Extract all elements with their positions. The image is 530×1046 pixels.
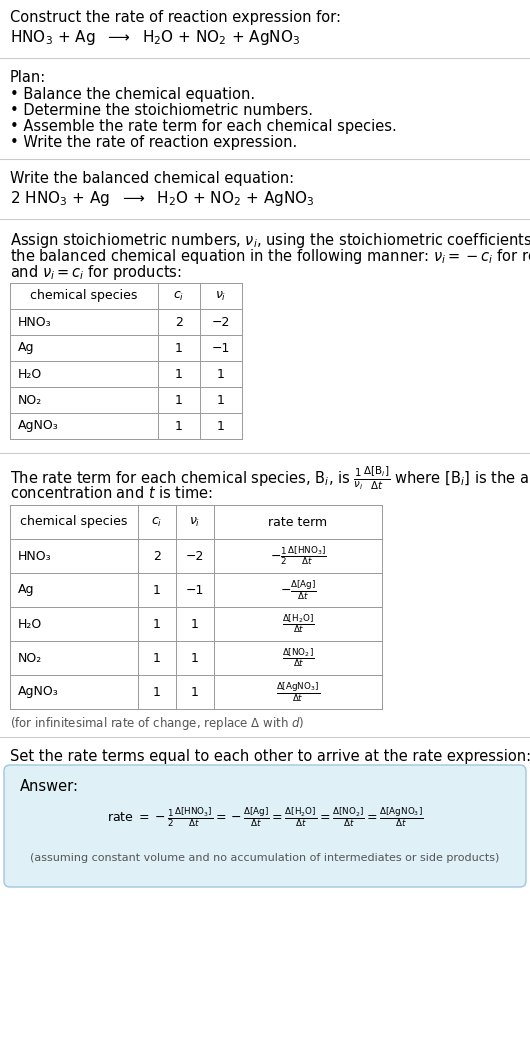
Text: Assign stoichiometric numbers, $\nu_i$, using the stoichiometric coefficients, $: Assign stoichiometric numbers, $\nu_i$, …	[10, 231, 530, 250]
Text: −2: −2	[186, 549, 204, 563]
Text: Ag: Ag	[18, 584, 34, 596]
Text: NO₂: NO₂	[18, 393, 42, 407]
Text: 2: 2	[153, 549, 161, 563]
Text: $-\frac{1}{2}\frac{\Delta[\mathrm{HNO_3}]}{\Delta t}$: $-\frac{1}{2}\frac{\Delta[\mathrm{HNO_3}…	[270, 545, 326, 567]
Text: $-\frac{\Delta[\mathrm{Ag}]}{\Delta t}$: $-\frac{\Delta[\mathrm{Ag}]}{\Delta t}$	[280, 578, 316, 601]
Text: 1: 1	[175, 393, 183, 407]
Text: 2 HNO$_3$ + Ag  $\longrightarrow$  H$_2$O + NO$_2$ + AgNO$_3$: 2 HNO$_3$ + Ag $\longrightarrow$ H$_2$O …	[10, 189, 315, 208]
Text: • Determine the stoichiometric numbers.: • Determine the stoichiometric numbers.	[10, 103, 313, 118]
Text: 1: 1	[191, 685, 199, 699]
Text: (assuming constant volume and no accumulation of intermediates or side products): (assuming constant volume and no accumul…	[30, 852, 500, 863]
Text: concentration and $t$ is time:: concentration and $t$ is time:	[10, 485, 213, 501]
Text: −1: −1	[186, 584, 204, 596]
Text: AgNO₃: AgNO₃	[18, 685, 59, 699]
Text: AgNO₃: AgNO₃	[18, 419, 59, 432]
Text: Answer:: Answer:	[20, 779, 79, 794]
Text: 1: 1	[175, 341, 183, 355]
Text: 1: 1	[153, 685, 161, 699]
Text: 1: 1	[175, 419, 183, 432]
Text: 1: 1	[153, 584, 161, 596]
FancyBboxPatch shape	[4, 765, 526, 887]
Text: rate term: rate term	[268, 516, 328, 528]
Text: (for infinitesimal rate of change, replace Δ with $d$): (for infinitesimal rate of change, repla…	[10, 715, 304, 732]
Text: $c_i$: $c_i$	[152, 516, 163, 528]
Text: Ag: Ag	[18, 341, 34, 355]
Text: • Balance the chemical equation.: • Balance the chemical equation.	[10, 87, 255, 103]
Text: NO₂: NO₂	[18, 652, 42, 664]
Text: HNO₃: HNO₃	[18, 549, 51, 563]
Text: Set the rate terms equal to each other to arrive at the rate expression:: Set the rate terms equal to each other t…	[10, 749, 530, 764]
Text: chemical species: chemical species	[30, 290, 138, 302]
Text: −1: −1	[212, 341, 230, 355]
Text: $c_i$: $c_i$	[173, 290, 184, 302]
Text: 1: 1	[217, 393, 225, 407]
Text: 1: 1	[217, 367, 225, 381]
Text: H₂O: H₂O	[18, 367, 42, 381]
Text: Plan:: Plan:	[10, 70, 46, 85]
Text: • Assemble the rate term for each chemical species.: • Assemble the rate term for each chemic…	[10, 119, 397, 134]
Text: HNO₃: HNO₃	[18, 316, 51, 328]
Text: $\frac{\Delta[\mathrm{NO_2}]}{\Delta t}$: $\frac{\Delta[\mathrm{NO_2}]}{\Delta t}$	[282, 646, 314, 669]
Text: Write the balanced chemical equation:: Write the balanced chemical equation:	[10, 170, 294, 186]
Text: $\nu_i$: $\nu_i$	[189, 516, 201, 528]
Text: Construct the rate of reaction expression for:: Construct the rate of reaction expressio…	[10, 10, 341, 25]
Text: 1: 1	[153, 652, 161, 664]
Text: 1: 1	[191, 652, 199, 664]
Text: $\frac{\Delta[\mathrm{AgNO_3}]}{\Delta t}$: $\frac{\Delta[\mathrm{AgNO_3}]}{\Delta t…	[276, 680, 320, 704]
Text: H₂O: H₂O	[18, 617, 42, 631]
Text: 1: 1	[217, 419, 225, 432]
Text: 1: 1	[153, 617, 161, 631]
Text: • Write the rate of reaction expression.: • Write the rate of reaction expression.	[10, 135, 297, 150]
Text: 1: 1	[175, 367, 183, 381]
Text: rate $= -\frac{1}{2}\frac{\Delta[\mathrm{HNO_3}]}{\Delta t} = -\frac{\Delta[\mat: rate $= -\frac{1}{2}\frac{\Delta[\mathrm…	[107, 805, 423, 828]
Text: −2: −2	[212, 316, 230, 328]
Text: and $\nu_i = c_i$ for products:: and $\nu_i = c_i$ for products:	[10, 263, 182, 282]
Text: The rate term for each chemical species, B$_i$, is $\frac{1}{\nu_i}\frac{\Delta[: The rate term for each chemical species,…	[10, 465, 530, 493]
Text: 2: 2	[175, 316, 183, 328]
Text: HNO$_3$ + Ag  $\longrightarrow$  H$_2$O + NO$_2$ + AgNO$_3$: HNO$_3$ + Ag $\longrightarrow$ H$_2$O + …	[10, 28, 300, 47]
Text: chemical species: chemical species	[20, 516, 128, 528]
Text: $\nu_i$: $\nu_i$	[215, 290, 227, 302]
Text: $\frac{\Delta[\mathrm{H_2O}]}{\Delta t}$: $\frac{\Delta[\mathrm{H_2O}]}{\Delta t}$	[282, 613, 314, 635]
Text: 1: 1	[191, 617, 199, 631]
Text: the balanced chemical equation in the following manner: $\nu_i = -c_i$ for react: the balanced chemical equation in the fo…	[10, 247, 530, 266]
